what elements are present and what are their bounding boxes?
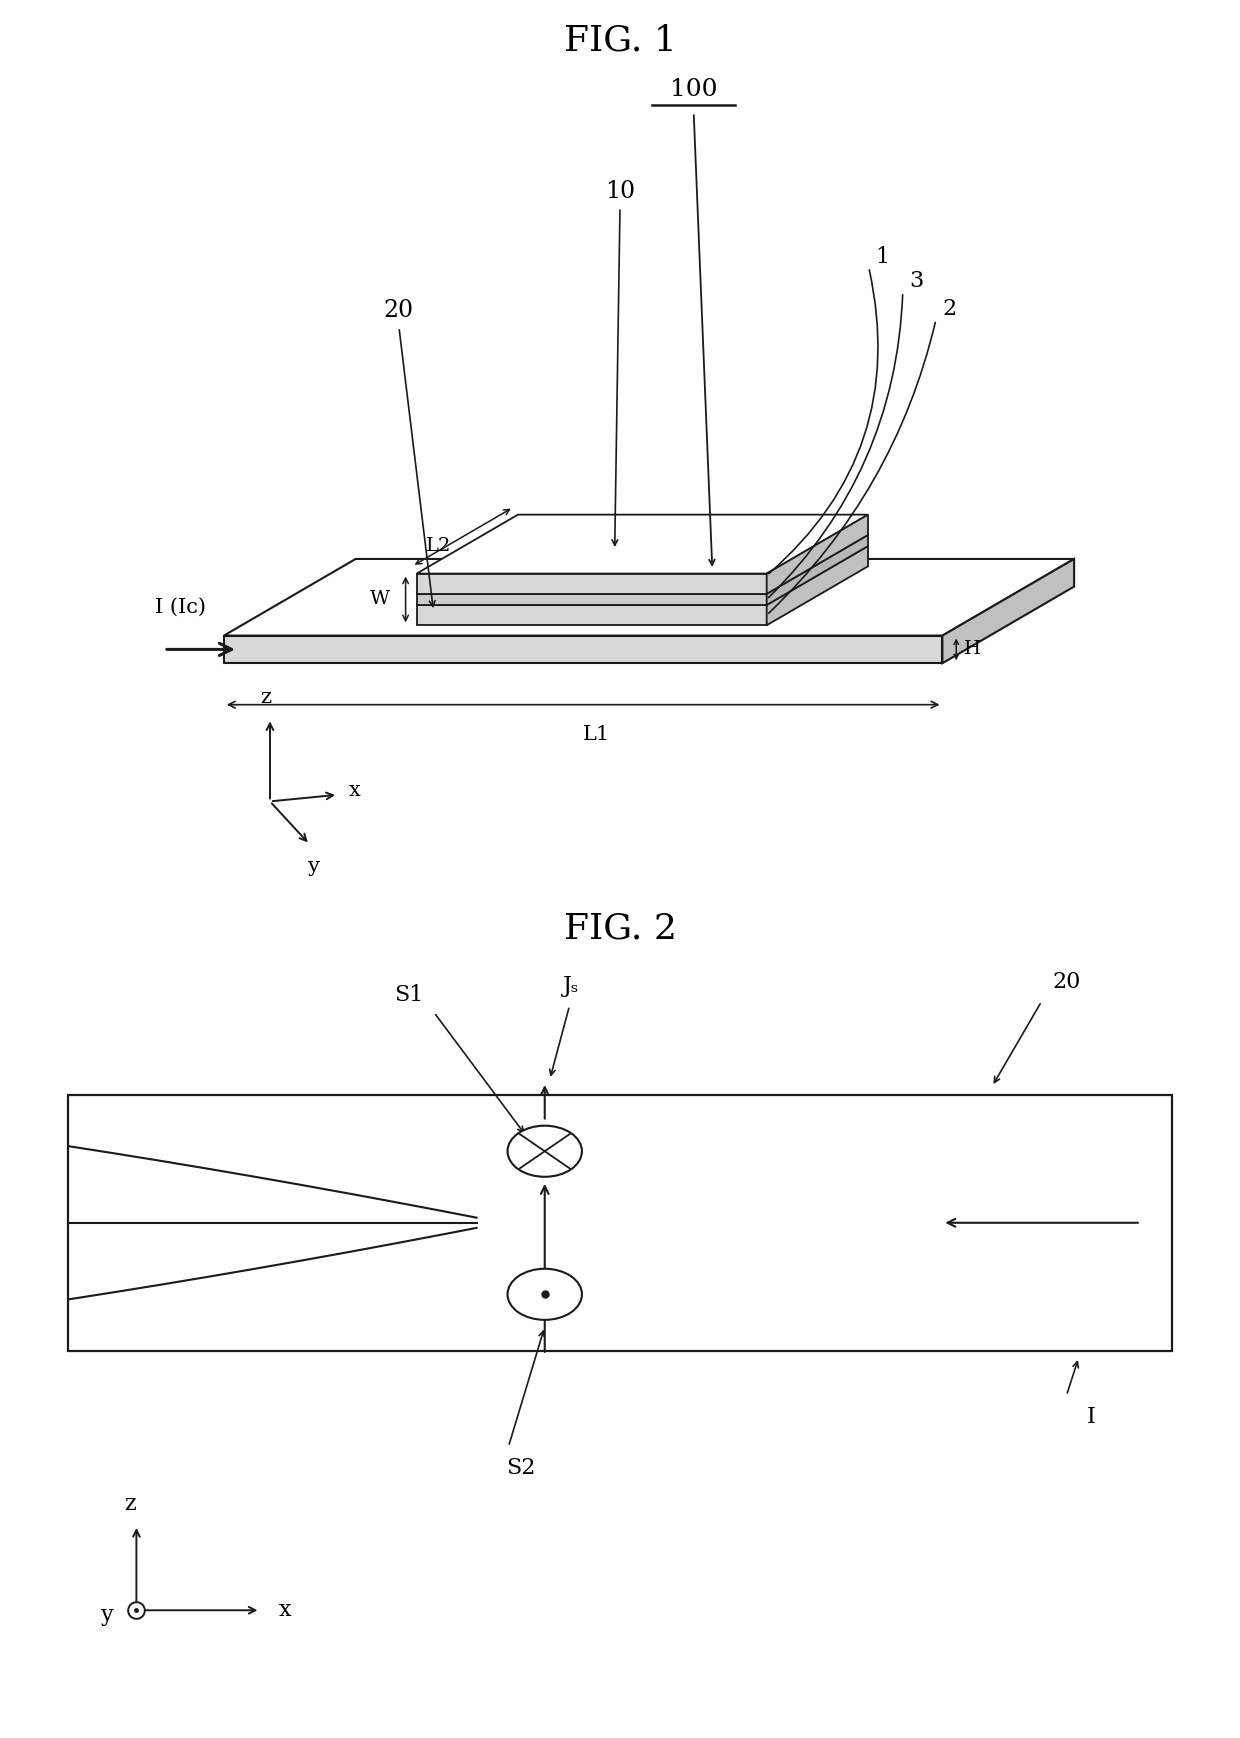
Text: 100: 100 (670, 78, 718, 101)
Text: I (Iᴄ): I (Iᴄ) (155, 598, 206, 617)
Text: 10: 10 (605, 179, 635, 203)
Text: L1: L1 (583, 725, 610, 744)
Polygon shape (766, 514, 868, 594)
Text: 1: 1 (875, 245, 889, 268)
Text: H: H (963, 640, 981, 659)
Circle shape (507, 1126, 582, 1177)
Text: W: W (370, 591, 389, 608)
Polygon shape (766, 535, 868, 605)
Text: z: z (124, 1493, 136, 1516)
Bar (68, 1095, 1172, 1350)
Text: x: x (279, 1599, 291, 1622)
Polygon shape (417, 514, 868, 574)
Text: y: y (102, 1604, 114, 1625)
Polygon shape (417, 594, 766, 605)
Text: y: y (309, 857, 320, 876)
Text: x: x (348, 780, 361, 799)
Polygon shape (224, 560, 1074, 636)
Polygon shape (766, 546, 868, 626)
Text: 20: 20 (384, 299, 414, 322)
Text: Jₛ: Jₛ (563, 975, 580, 998)
Polygon shape (417, 546, 868, 605)
Text: S2: S2 (506, 1456, 536, 1479)
Text: 2: 2 (942, 297, 957, 320)
Text: I: I (1086, 1406, 1096, 1429)
Polygon shape (417, 574, 766, 594)
Circle shape (507, 1269, 582, 1319)
Text: FIG. 1: FIG. 1 (563, 23, 677, 57)
Polygon shape (417, 605, 766, 626)
Text: S1: S1 (394, 984, 424, 1006)
Text: 3: 3 (909, 271, 924, 292)
Polygon shape (224, 636, 942, 664)
Text: z: z (260, 688, 270, 707)
Text: L2: L2 (425, 537, 451, 554)
Text: FIG. 2: FIG. 2 (563, 912, 677, 945)
Text: 20: 20 (1053, 972, 1080, 992)
Polygon shape (417, 535, 868, 594)
Polygon shape (942, 560, 1074, 664)
